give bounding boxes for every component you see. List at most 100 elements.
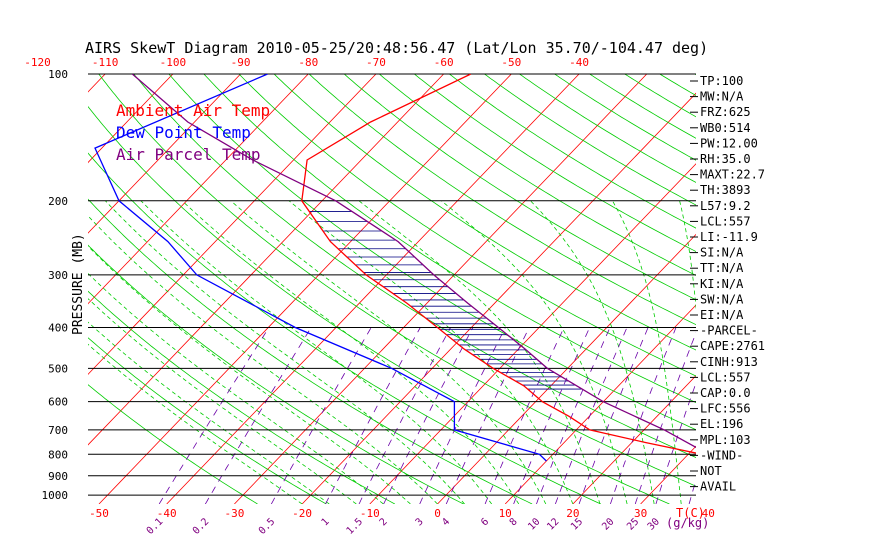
dry-adiabat-line (88, 384, 258, 504)
stats-line: SW:N/A (700, 292, 744, 306)
top-temp-tick-label: -50 (501, 56, 521, 69)
moist-adiabat-line (88, 298, 357, 504)
dry-adiabat-line (379, 74, 696, 276)
top-temp-tick-label: -100 (160, 56, 187, 69)
isotherm-line (88, 74, 309, 305)
stats-line: MPL:103 (700, 433, 751, 447)
chart-title: AIRS SkewT Diagram 2010-05-25/20:48:56.4… (85, 39, 708, 57)
mixing-ratio-tick-label: 0.5 (257, 516, 278, 537)
moist-adiabat-line (679, 200, 696, 312)
mixing-ratio-line (484, 327, 565, 504)
mixing-ratio-line (358, 327, 451, 504)
isotherm-line (234, 74, 648, 504)
bottom-temp-tick-label: 20 (566, 507, 579, 520)
pressure-tick-label: 900 (48, 470, 68, 483)
stats-line: CAP:0.0 (700, 386, 751, 400)
top-temp-tick-label: -70 (366, 56, 386, 69)
mixing-ratio-tick-label: 6 (479, 516, 491, 528)
moist-adiabat-line (441, 200, 628, 504)
isotherm-line (166, 74, 580, 504)
pressure-tick-label: 1000 (42, 489, 69, 502)
moist-adiabat-line (88, 272, 384, 504)
dry-adiabat-line (554, 74, 696, 161)
mixing-ratio-line (655, 381, 696, 504)
stats-line: PW:12.00 (700, 136, 758, 150)
moist-adiabat-line (88, 343, 303, 504)
series-line-air-parcel-temp (131, 74, 696, 449)
moist-adiabat-line (358, 200, 601, 504)
dry-adiabat-line (519, 74, 696, 183)
mixing-ratio-tick-label: 12 (545, 516, 561, 532)
top-temp-tick-label: -120 (24, 56, 51, 69)
dry-adiabat-line (98, 74, 696, 487)
dry-adiabat-line (88, 244, 464, 504)
moist-adiabat-line (140, 200, 493, 504)
bottom-temp-tick-label: 10 (499, 507, 512, 520)
stats-line: SI:N/A (700, 246, 744, 260)
mixing-ratio-line (204, 327, 312, 504)
mixing-ratio-line (555, 327, 628, 504)
stats-line: MAXT:22.7 (700, 168, 765, 182)
dry-adiabat-line (88, 152, 601, 504)
legend-ambient-air-temp: Ambient Air Temp (116, 101, 270, 120)
mixing-ratio-line (513, 327, 591, 504)
mixing-ratio-tick-label: 2 (378, 516, 390, 528)
top-temp-tick-label: -40 (569, 56, 589, 69)
isotherm-line (776, 74, 870, 504)
bottom-temp-tick-label: -40 (157, 507, 177, 520)
dry-adiabat-line (484, 74, 696, 206)
mixing-ratio-tick-label: 3 (414, 516, 426, 528)
bottom-temp-tick-label: -30 (224, 507, 244, 520)
pressure-tick-label: 300 (48, 269, 68, 282)
dry-adiabat-line (88, 337, 327, 504)
mixing-ratio-tick-label: 1 (320, 516, 332, 528)
dry-adiabat-line (203, 74, 696, 403)
pressure-tick-label: 500 (48, 362, 68, 375)
mixing-ratio-line (536, 327, 611, 504)
mixing-ratio-line (325, 327, 421, 504)
stats-line: AVAIL (700, 480, 736, 494)
mixing-ratio-tick-label: 30 (646, 516, 662, 532)
isotherm-line (88, 74, 174, 164)
stats-line: TP:100 (700, 74, 743, 88)
isotherm-line (0, 74, 37, 504)
mixing-ratio-tick-label: 8 (508, 516, 520, 528)
stats-line: TH:3893 (700, 183, 751, 197)
dry-adiabat-line (273, 74, 696, 351)
stats-line: EI:N/A (700, 308, 744, 322)
isotherm-line (88, 74, 106, 93)
stats-line: LI:-11.9 (700, 230, 758, 244)
bottom-temp-tick-label: -20 (292, 507, 312, 520)
top-temp-tick-label: -60 (434, 56, 454, 69)
dry-adiabat-line (308, 74, 696, 326)
pressure-tick-label: 400 (48, 322, 68, 335)
mixing-ratio-label: (g/kg) (666, 516, 709, 530)
mixing-ratio-tick-label: 0.2 (191, 516, 212, 537)
moist-adiabat-line (181, 200, 520, 504)
stats-line: CAPE:2761 (700, 339, 765, 353)
bottom-temp-tick-label: 40 (702, 507, 715, 520)
isotherm-line (88, 74, 241, 234)
dry-adiabat-line (800, 74, 870, 504)
top-temp-tick-label: -80 (298, 56, 318, 69)
moist-adiabat-line (88, 215, 438, 504)
legend-dew-point-temp: Dew Point Temp (116, 123, 251, 142)
pressure-tick-label: 800 (48, 448, 68, 461)
moist-adiabat-line (88, 321, 330, 504)
dry-adiabat-line (343, 74, 696, 301)
stats-line: FRZ:625 (700, 105, 751, 119)
isotherm-line (88, 74, 377, 375)
dry-adiabat-line (765, 74, 870, 504)
stats-line: WB0:514 (700, 121, 751, 135)
bottom-temp-tick-label: 30 (634, 507, 647, 520)
series-line-dew-point-temp (94, 74, 547, 462)
isotherm-line (572, 375, 696, 504)
mixing-ratio-line (610, 327, 677, 504)
isotherm-line (844, 74, 870, 504)
stats-line: RH:35.0 (700, 152, 751, 166)
bottom-temp-tick-label: -10 (360, 507, 380, 520)
isotherm-line (504, 304, 696, 504)
bottom-temp-tick-label: -50 (89, 507, 109, 520)
isotherm-line (88, 74, 444, 446)
